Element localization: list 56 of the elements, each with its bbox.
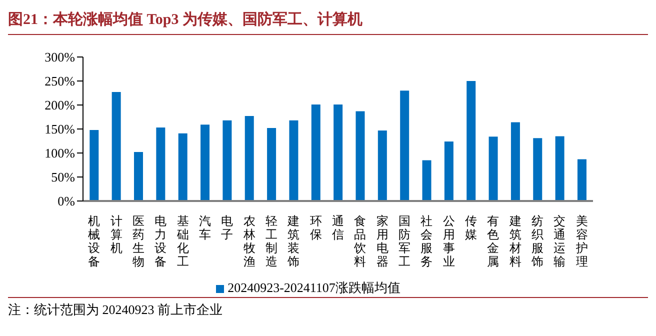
bar <box>134 152 143 201</box>
x-tick-label: 国防军工 <box>398 214 411 268</box>
y-tick-label: 0% <box>58 194 76 209</box>
bar <box>444 141 454 201</box>
x-tick-label: 环保 <box>310 214 322 242</box>
x-tick-label: 电子 <box>221 214 234 242</box>
bar <box>112 92 121 201</box>
chart-title: 图21：本轮涨幅均值 Top3 为传媒、国防军工、计算机 <box>8 8 648 35</box>
x-tick-label: 电力设备 <box>154 214 167 268</box>
bar <box>555 136 564 201</box>
bar <box>577 159 586 201</box>
x-tick-label: 汽车 <box>198 214 211 242</box>
bar <box>356 111 365 201</box>
x-tick-label: 传媒 <box>465 214 478 242</box>
x-tick-label: 食品饮料 <box>353 214 366 268</box>
x-tick-label: 纺织服饰 <box>530 214 544 268</box>
bar <box>289 120 298 201</box>
x-tick-label: 通信 <box>332 214 344 242</box>
bar <box>400 90 410 201</box>
x-tick-label: 建筑材料 <box>508 214 522 268</box>
x-tick-label: 医药生物 <box>132 214 144 268</box>
x-tick-label: 有色金属 <box>487 214 500 268</box>
bar <box>334 104 343 201</box>
y-tick-label: 100% <box>44 146 76 161</box>
bar <box>200 124 210 201</box>
y-tick-label: 200% <box>44 98 76 113</box>
x-tick-label: 公用事业 <box>442 214 455 268</box>
x-tick-label: 交通运输 <box>554 214 566 268</box>
x-tick-label: 建筑装饰 <box>286 214 300 268</box>
text: 注：统计范围为 20240923 前上市企业 <box>8 297 648 319</box>
bar <box>311 104 320 201</box>
bar <box>466 81 476 201</box>
x-tick-label: 轻工制造 <box>265 214 278 268</box>
y-tick-label: 150% <box>44 122 76 137</box>
bar <box>178 133 188 201</box>
y-tick-label: 250% <box>44 74 76 89</box>
bar <box>422 160 432 201</box>
bar <box>533 138 542 201</box>
bar <box>488 136 498 201</box>
bar <box>378 130 387 201</box>
bar <box>510 122 520 201</box>
bar <box>267 128 276 201</box>
x-tick-label: 社会服务 <box>420 214 433 268</box>
bar <box>90 130 99 201</box>
x-tick-label: 基础化工 <box>176 214 189 268</box>
x-tick-label: 美容护理 <box>574 214 588 268</box>
bar <box>156 128 166 201</box>
y-tick-label: 50% <box>51 170 76 185</box>
x-tick-label: 机械设备 <box>88 214 100 268</box>
x-tick-label: 计算机 <box>110 214 122 255</box>
y-tick-label: 300% <box>44 50 76 65</box>
x-tick-label: 家用电器 <box>376 214 388 268</box>
x-tick-label: 农林牧渔 <box>242 214 256 268</box>
bar <box>222 120 232 201</box>
bar <box>244 116 254 201</box>
legend-label: 20240923-20241107涨跌幅均值 <box>228 280 400 295</box>
